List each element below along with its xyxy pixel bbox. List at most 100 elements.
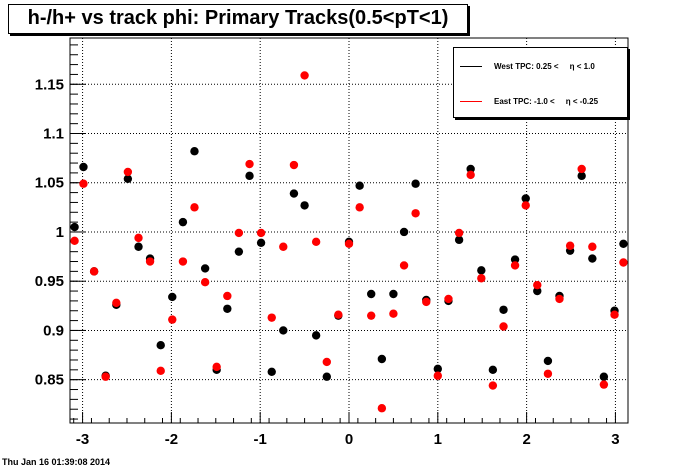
east-tpc-point xyxy=(256,228,266,238)
west-tpc-point xyxy=(289,189,299,198)
data-points xyxy=(70,71,628,413)
legend: West TPC: 0.25 < η < 1.0 East TPC: -1.0 … xyxy=(453,47,628,118)
west-tpc-point xyxy=(70,222,79,232)
timestamp-footer: Thu Jan 16 01:39:08 2014 xyxy=(2,457,111,467)
east-tpc-point xyxy=(488,381,498,390)
east-tpc-point xyxy=(454,228,464,238)
east-tpc-point xyxy=(543,369,553,378)
east-tpc-point xyxy=(344,239,354,248)
east-tpc-point xyxy=(577,164,586,174)
west-tpc-point xyxy=(223,304,232,313)
x-tick-label: 3 xyxy=(611,431,619,448)
east-tpc-point xyxy=(444,294,453,304)
west-tpc-point xyxy=(190,147,199,156)
legend-label-east: East TPC: -1.0 < η < -0.25 xyxy=(494,96,599,106)
west-tpc-point xyxy=(599,372,609,381)
east-tpc-point xyxy=(322,357,331,367)
y-tick-label: 1.1 xyxy=(43,126,64,143)
west-tpc-point xyxy=(134,242,143,251)
east-tpc-point xyxy=(499,322,508,331)
west-tpc-point xyxy=(377,354,387,364)
x-tick-label: 0 xyxy=(345,431,353,448)
west-tpc-point xyxy=(454,235,464,245)
east-tpc-point xyxy=(89,267,99,276)
east-tpc-point xyxy=(245,159,254,169)
x-tick-label: -3 xyxy=(76,431,89,448)
east-tpc-point xyxy=(389,309,398,318)
east-tpc-point xyxy=(145,257,155,266)
axis-ticks: -3 -2 -1 0 1 2 3 0.85 0.9 0.95 1 1.05 1.1 1.15 xyxy=(35,44,620,448)
legend-swatch-east xyxy=(460,100,482,102)
west-tpc-point xyxy=(619,239,628,248)
west-tpc-point xyxy=(521,194,530,203)
east-tpc-point xyxy=(178,257,188,266)
east-tpc-point xyxy=(521,201,530,210)
x-tick-label: 1 xyxy=(434,431,442,448)
west-tpc-point xyxy=(510,255,520,264)
east-tpc-point xyxy=(565,241,575,250)
east-tpc-point xyxy=(588,242,597,251)
east-tpc-point xyxy=(422,297,431,307)
west-tpc-point xyxy=(256,238,266,248)
west-tpc-point xyxy=(300,201,309,210)
y-tick-label: 0.9 xyxy=(43,322,64,339)
east-tpc-point xyxy=(433,371,443,380)
east-tpc-point xyxy=(399,261,409,270)
west-tpc-point xyxy=(433,364,443,374)
west-tpc-point xyxy=(168,292,177,302)
y-tick-label: 1 xyxy=(56,224,64,241)
east-tpc-point xyxy=(267,313,276,322)
east-tpc-point xyxy=(555,294,564,304)
east-tpc-point xyxy=(123,167,133,177)
east-tpc-point xyxy=(212,362,221,372)
east-tpc-point xyxy=(411,209,420,218)
y-tick-label: 1.15 xyxy=(35,76,64,93)
west-tpc-point xyxy=(123,174,133,184)
y-tick-label: 0.95 xyxy=(35,273,64,290)
east-tpc-point xyxy=(311,237,321,247)
west-tpc-point xyxy=(79,162,88,172)
west-tpc-point xyxy=(533,286,542,296)
east-tpc-point xyxy=(234,228,244,238)
west-tpc-point xyxy=(156,341,165,350)
east-tpc-point xyxy=(168,315,177,324)
east-tpc-point xyxy=(510,261,520,270)
east-tpc-point xyxy=(200,277,210,287)
y-tick-label: 0.85 xyxy=(35,372,64,389)
west-tpc-point xyxy=(311,331,321,340)
chart-title: h-/h+ vs track phi: Primary Tracks(0.5<p… xyxy=(27,7,449,29)
east-tpc-point xyxy=(619,258,628,267)
west-tpc-point xyxy=(488,365,498,375)
west-tpc-point xyxy=(234,247,244,256)
east-tpc-point xyxy=(289,160,299,170)
east-tpc-point xyxy=(300,71,309,80)
west-tpc-point xyxy=(499,305,508,314)
x-tick-label: 2 xyxy=(522,431,530,448)
east-tpc-point xyxy=(533,280,542,290)
east-tpc-point xyxy=(599,380,609,389)
west-tpc-point xyxy=(411,179,420,188)
west-tpc-point xyxy=(178,217,188,227)
east-tpc-point xyxy=(101,372,110,381)
west-tpc-point xyxy=(588,254,597,263)
east-tpc-point xyxy=(70,236,79,246)
east-tpc-point xyxy=(355,203,364,212)
east-tpc-point xyxy=(134,233,143,243)
west-tpc-point xyxy=(477,266,486,275)
east-tpc-point xyxy=(156,366,165,376)
west-tpc-point xyxy=(245,171,254,181)
west-tpc-point xyxy=(577,171,586,181)
east-tpc-point xyxy=(377,404,387,413)
chart-title-box: h-/h+ vs track phi: Primary Tracks(0.5<p… xyxy=(8,4,468,34)
west-tpc-point xyxy=(322,372,331,381)
west-tpc-point xyxy=(389,289,398,299)
east-tpc-point xyxy=(79,179,88,188)
west-tpc-point xyxy=(200,264,210,273)
east-tpc-point xyxy=(466,170,475,180)
east-tpc-point xyxy=(367,311,376,320)
west-tpc-point xyxy=(466,164,475,174)
east-tpc-point xyxy=(477,274,486,283)
legend-item-west: West TPC: 0.25 < η < 1.0 xyxy=(460,60,595,72)
east-tpc-point xyxy=(279,242,288,251)
